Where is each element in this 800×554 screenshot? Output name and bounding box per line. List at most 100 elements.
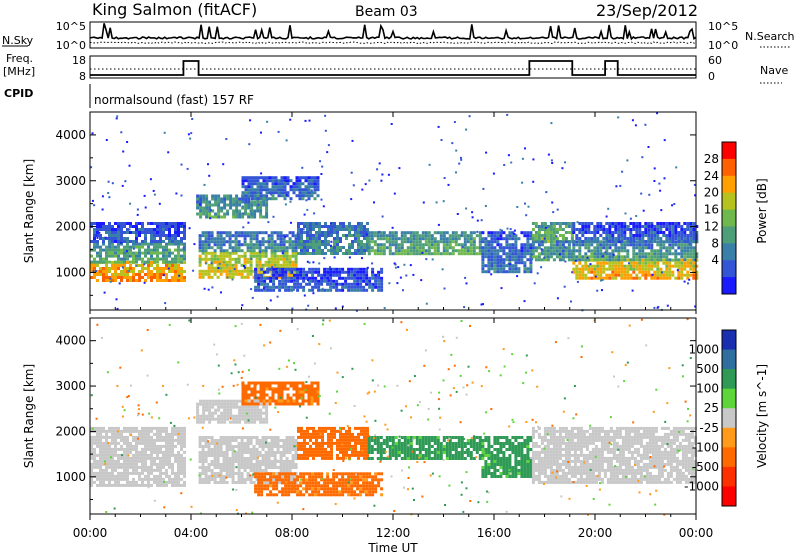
heatmap-cell	[102, 267, 105, 270]
heatmap-cell	[445, 231, 449, 235]
heatmap-cell	[382, 246, 386, 250]
nave-tick-top: 60	[708, 54, 722, 67]
heatmap-cell	[335, 267, 339, 271]
heatmap-cell	[129, 447, 132, 451]
heatmap-cell	[570, 234, 574, 237]
heatmap-cell	[253, 197, 257, 201]
heatmap-cell	[415, 249, 419, 253]
heatmap-cell	[299, 267, 303, 271]
heatmap-cell	[300, 222, 303, 225]
heatmap-cell	[546, 240, 550, 243]
heatmap-cell	[165, 251, 168, 255]
heatmap-cell	[150, 426, 153, 430]
heatmap-cell	[320, 198, 323, 201]
heatmap-cell	[150, 438, 153, 442]
heatmap-cell	[366, 243, 369, 246]
heatmap-cell	[102, 240, 105, 243]
heatmap-cell	[578, 249, 582, 253]
heatmap-cell	[162, 267, 165, 270]
heatmap-cell	[267, 454, 271, 457]
heatmap-cell	[312, 246, 315, 249]
heatmap-cell	[635, 225, 639, 228]
heatmap-cell	[348, 243, 351, 246]
heatmap-cell	[174, 459, 177, 463]
heatmap-cell	[288, 439, 292, 442]
heatmap-cell	[526, 252, 530, 256]
heatmap-cell	[156, 456, 159, 460]
heatmap-cell	[368, 179, 371, 182]
heatmap-cell	[628, 225, 631, 228]
heatmap-cell	[252, 445, 256, 448]
heatmap-cell	[644, 228, 648, 231]
heatmap-cell	[650, 234, 654, 237]
heatmap-cell	[293, 282, 297, 286]
heatmap-cell	[270, 193, 273, 196]
heatmap-cell	[220, 405, 224, 409]
heatmap-cell	[377, 279, 381, 283]
heatmap-cell	[265, 182, 269, 186]
heatmap-cell	[105, 465, 108, 469]
heatmap-cell	[671, 225, 675, 228]
heatmap-cell	[348, 228, 351, 231]
heatmap-cell	[496, 249, 500, 253]
heatmap-cell	[126, 141, 129, 143]
heatmap-cell	[282, 260, 286, 264]
heatmap-cell	[214, 197, 218, 201]
heatmap-cell	[299, 270, 303, 274]
heatmap-cell	[286, 191, 290, 195]
heatmap-cell	[136, 208, 139, 211]
heatmap-cell	[629, 267, 633, 271]
heatmap-cell	[138, 276, 141, 279]
heatmap-cell	[114, 248, 117, 252]
heatmap-cell	[363, 225, 366, 228]
heatmap-cell	[105, 429, 108, 433]
heatmap-cell	[174, 228, 177, 231]
heatmap-cell	[590, 252, 594, 256]
date-title: 23/Sep/2012	[596, 1, 698, 20]
heatmap-cell	[288, 254, 292, 258]
heatmap-cell	[283, 179, 287, 183]
heatmap-cell	[632, 267, 636, 271]
heatmap-cell	[231, 266, 235, 270]
heatmap-cell	[96, 273, 99, 276]
heatmap-cell	[102, 471, 105, 475]
heatmap-cell	[237, 240, 241, 244]
heatmap-cell	[460, 234, 463, 237]
heatmap-cell	[225, 445, 229, 448]
heatmap-cell	[629, 273, 633, 277]
y-tick-label: 1000	[55, 265, 86, 279]
heatmap-cell	[262, 203, 266, 207]
heatmap-cell	[231, 445, 235, 448]
heatmap-cell	[117, 465, 120, 469]
heatmap-cell	[102, 453, 105, 457]
heatmap-cell	[689, 243, 693, 247]
heatmap-cell	[138, 453, 141, 457]
heatmap-cell	[312, 237, 315, 240]
heatmap-cell	[243, 442, 247, 445]
heatmap-cell	[105, 453, 108, 457]
heatmap-cell	[656, 267, 660, 271]
heatmap-cell	[266, 120, 269, 123]
heatmap-cell	[354, 228, 357, 231]
heatmap-cell	[581, 231, 585, 234]
heatmap-cell	[466, 240, 470, 244]
heatmap-cell	[430, 240, 434, 244]
heatmap-cell	[180, 260, 183, 264]
heatmap-cell	[207, 234, 211, 238]
heatmap-cell	[279, 439, 283, 442]
heatmap-cell	[117, 264, 120, 267]
heatmap-cell	[273, 463, 277, 466]
heatmap-cell	[241, 393, 245, 397]
heatmap-cell	[213, 454, 217, 457]
heatmap-cell	[281, 490, 285, 494]
heatmap-cell	[371, 273, 375, 277]
heatmap-cell	[219, 243, 223, 247]
heatmap-cell	[555, 249, 559, 253]
heatmap-cell	[647, 146, 650, 148]
heatmap-cell	[180, 254, 183, 258]
heatmap-cell	[308, 481, 312, 485]
heatmap-cell	[278, 279, 282, 283]
heatmap-cell	[210, 448, 214, 451]
heatmap-cell	[564, 237, 568, 240]
